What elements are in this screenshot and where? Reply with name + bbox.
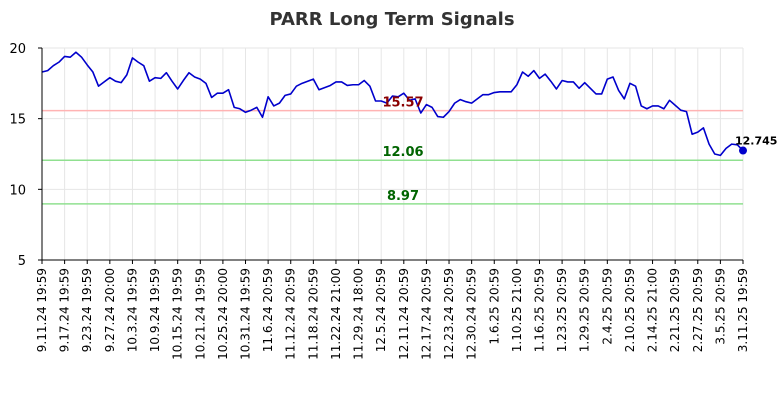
last-value-label: 12.745 [735,135,777,148]
x-tick-label: 9.27.24 20:00 [103,268,117,352]
x-tick-label: 1.6.25 20:59 [487,268,501,345]
last-point [739,146,747,155]
x-tick-label: 9.11.24 19:59 [35,268,49,352]
x-tick-label: 12.23.24 20:59 [442,268,456,360]
level-label: 15.57 [382,96,423,111]
x-tick-label: 10.15.24 19:59 [171,268,185,360]
x-tick-label: 9.23.24 19:59 [80,268,94,352]
x-tick-label: 2.21.25 20:59 [668,268,682,352]
x-tick-label: 10.9.24 19:59 [148,268,162,352]
x-tick-label: 10.25.24 20:00 [216,268,230,360]
y-tick-label: 20 [9,42,26,57]
x-tick-label: 11.29.24 18:00 [352,268,366,360]
signal-levels [42,109,743,205]
x-tick-label: 3.11.25 19:59 [736,268,750,352]
x-tick-label: 10.31.24 19:59 [239,268,253,360]
series [41,51,747,157]
x-tick-label: 12.17.24 20:59 [419,268,433,360]
x-ticks: 9.11.24 19:59 9.17.24 19:59 9.23.24 19:59 9… [35,260,750,360]
grid [41,47,744,261]
x-tick-label: 3.5.25 20:59 [713,268,727,345]
axes [41,48,743,261]
x-tick-label: 10.3.24 19:59 [125,268,139,352]
x-tick-label: 10.21.24 19:59 [193,268,207,360]
y-tick-label: 5 [18,254,26,269]
x-tick-label: 2.4.25 20:59 [600,268,614,345]
chart-title: PARR Long Term Signals [269,9,514,30]
x-tick-label: 12.5.24 20:59 [374,268,388,352]
x-tick-label: 12.30.24 20:59 [465,268,479,360]
x-tick-label: 2.10.25 20:59 [623,268,637,352]
series-line [41,51,744,157]
level-label: 12.06 [382,145,423,160]
x-tick-label: 11.22.24 21:00 [329,268,343,360]
level-label: 8.97 [387,189,419,204]
x-tick-label: 2.14.25 21:00 [646,268,660,352]
x-tick-label: 1.29.25 20:59 [578,268,592,352]
x-tick-label: 1.23.25 20:59 [555,268,569,352]
y-tick-label: 10 [9,183,26,198]
x-tick-label: 11.18.24 20:59 [306,268,320,360]
x-tick-label: 9.17.24 19:59 [58,268,72,352]
x-tick-label: 12.11.24 20:59 [397,268,411,360]
x-tick-label: 1.16.25 20:59 [532,268,546,352]
x-tick-label: 11.12.24 20:59 [284,268,298,360]
x-tick-label: 2.27.25 20:59 [691,268,705,352]
labels: 15.57 12.06 8.97 12.745 [382,96,777,204]
y-tick-label: 15 [9,113,26,128]
y-ticks: 5 10 15 20 [9,42,42,269]
x-tick-label: 11.6.24 20:59 [261,268,275,352]
x-tick-label: 1.10.25 21:00 [510,268,524,352]
